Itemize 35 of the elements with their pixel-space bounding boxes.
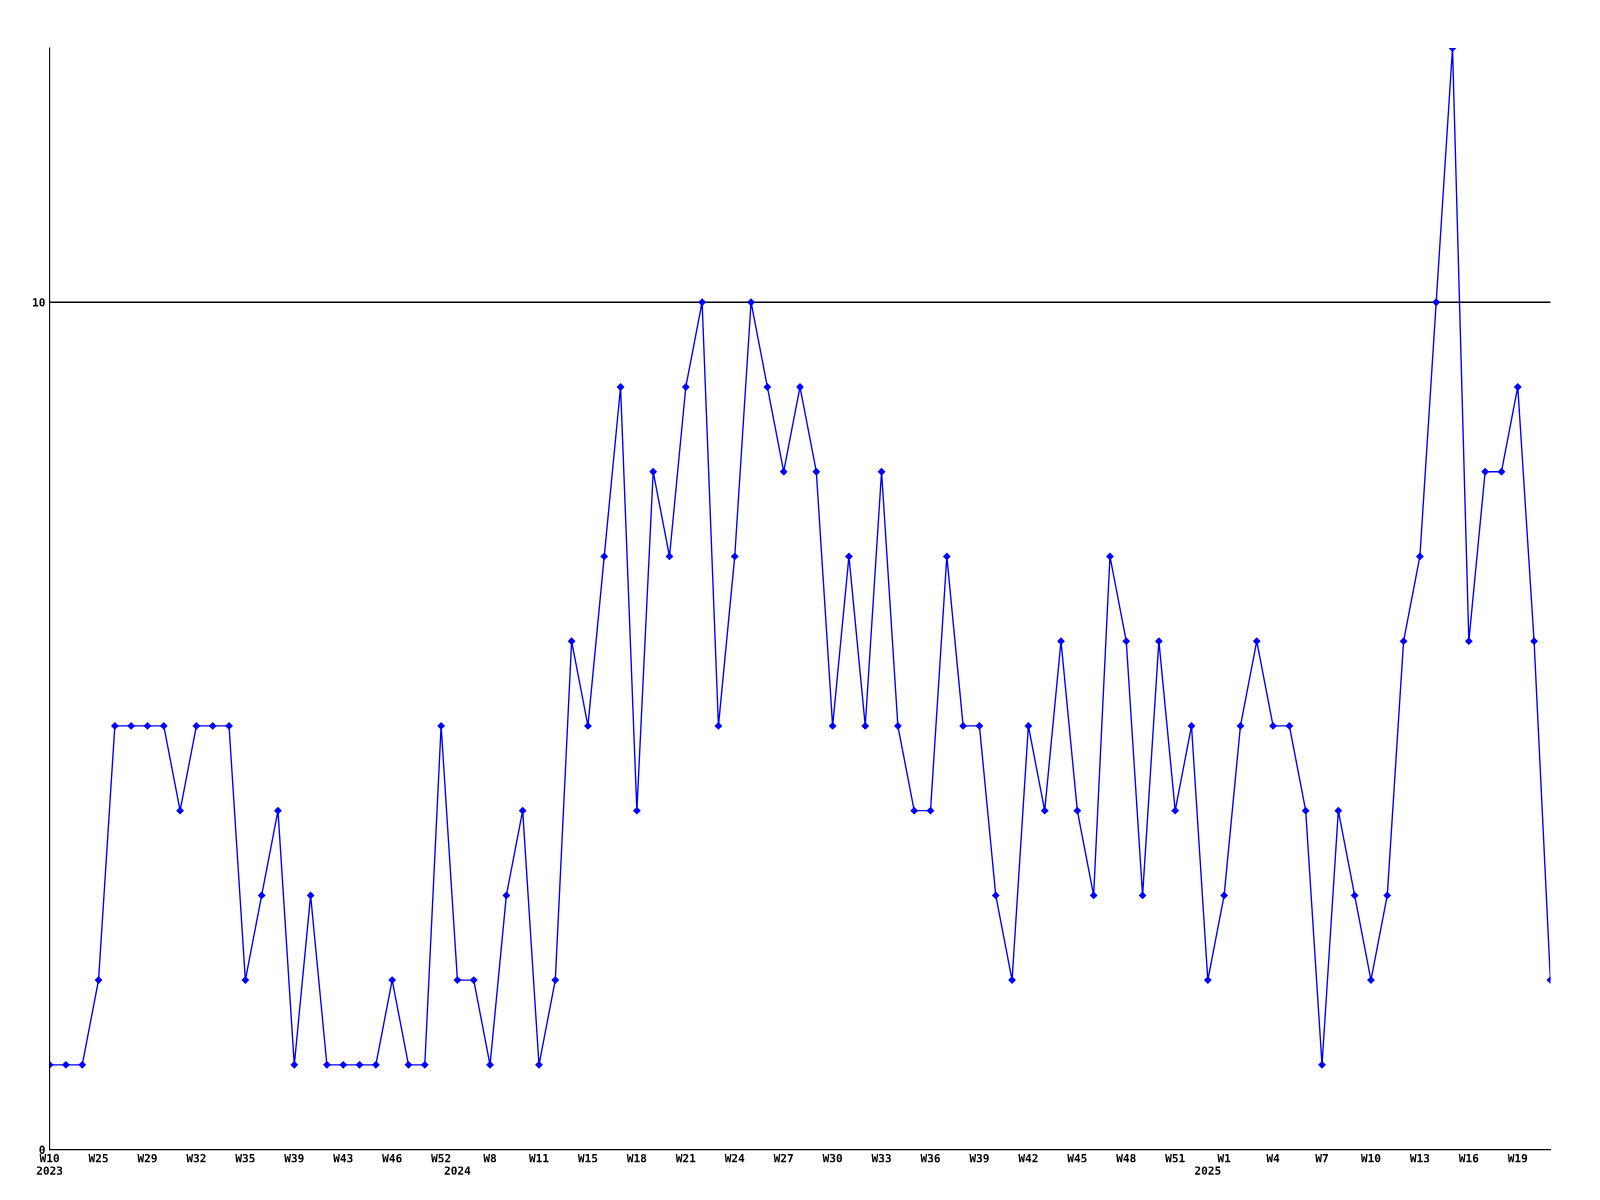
y-tick-label: 0 xyxy=(39,1145,45,1154)
y-tick-label: 10 xyxy=(33,298,45,307)
x-tick-label: W30 xyxy=(822,1153,842,1163)
x-tick-label: W25 xyxy=(88,1153,108,1163)
x-tick-label: W10 2023 xyxy=(36,1153,63,1175)
x-tick-label: W39 xyxy=(284,1153,304,1163)
x-tick-label: W52 xyxy=(431,1153,451,1163)
x-tick-label: W16 xyxy=(1458,1153,1479,1163)
x-tick-label: W46 xyxy=(382,1153,402,1163)
x-tick-label: 2024 xyxy=(444,1166,471,1175)
x-tick-label: W18 xyxy=(626,1153,647,1163)
x-tick-label: W36 xyxy=(920,1153,940,1163)
x-tick-label: 2025 xyxy=(1195,1166,1221,1175)
x-tick-label: W10 xyxy=(1360,1153,1381,1163)
x-tick-label: W39 xyxy=(969,1153,989,1163)
x-tick-label: W13 xyxy=(1409,1153,1430,1163)
x-tick-label: W32 xyxy=(186,1153,206,1163)
x-tick-label: W21 xyxy=(675,1153,696,1163)
x-tick-label: W1 xyxy=(1217,1154,1231,1163)
x-tick-label: W33 xyxy=(871,1153,891,1163)
x-tick-label: W11 xyxy=(528,1154,549,1163)
x-tick-label: W8 xyxy=(483,1153,497,1163)
x-tick-label: W43 xyxy=(333,1153,353,1163)
x-tick-label: W45 xyxy=(1067,1154,1087,1163)
x-tick-label: W42 xyxy=(1018,1153,1038,1163)
x-tick-label: W4 xyxy=(1266,1154,1280,1163)
x-tick-label: W27 xyxy=(773,1153,793,1163)
x-tick-label: W19 xyxy=(1507,1154,1528,1163)
x-tick-label: W48 xyxy=(1116,1153,1136,1163)
x-tick-label: W35 xyxy=(235,1153,255,1163)
x-tick-label: W15 xyxy=(577,1154,598,1163)
x-tick-label: W29 xyxy=(137,1153,157,1163)
x-tick-label: W51 xyxy=(1165,1154,1185,1163)
x-tick-label: W7 xyxy=(1315,1154,1328,1163)
x-tick-label: W24 xyxy=(724,1153,745,1163)
